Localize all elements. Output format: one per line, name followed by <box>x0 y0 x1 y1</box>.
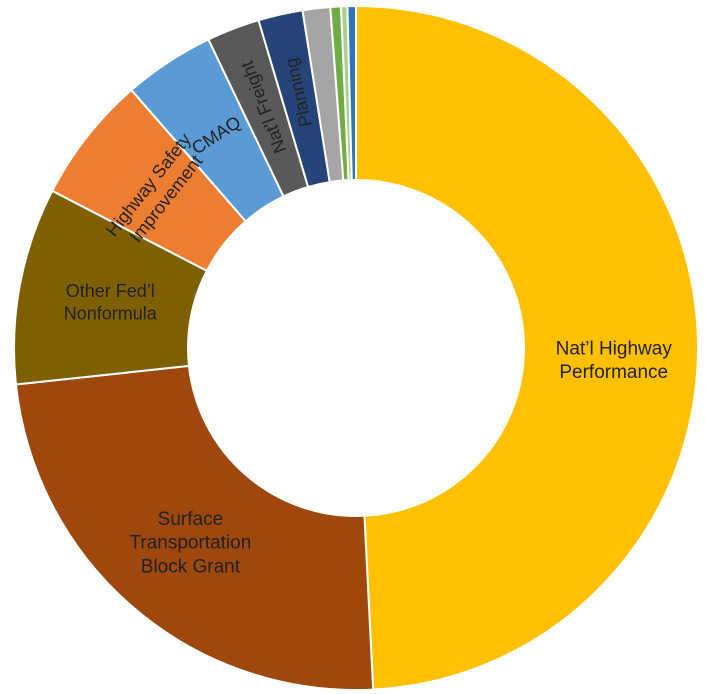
slice-unlabeled-10 <box>346 4 357 182</box>
label-line: Surface <box>158 509 223 530</box>
label-surface-transportation-block-grant: Surface Transportation Block Grant <box>129 509 251 578</box>
label-line: Nonformula <box>64 303 158 323</box>
label-line: Nat’l Highway <box>556 338 673 359</box>
label-line: Performance <box>559 362 668 383</box>
label-other-fedl-nonformula: Other Fed’l Nonformula <box>64 281 158 324</box>
slice-natl-highway-performance <box>355 4 699 691</box>
label-line: Transportation <box>129 533 251 554</box>
slice-surface-transportation-block-grant <box>14 364 375 691</box>
label-line: Other Fed’l <box>66 281 155 301</box>
label-line: Block Grant <box>141 556 241 577</box>
slices-layer <box>13 4 699 691</box>
label-natl-highway-performance: Nat’l Highway Performance <box>556 338 673 383</box>
